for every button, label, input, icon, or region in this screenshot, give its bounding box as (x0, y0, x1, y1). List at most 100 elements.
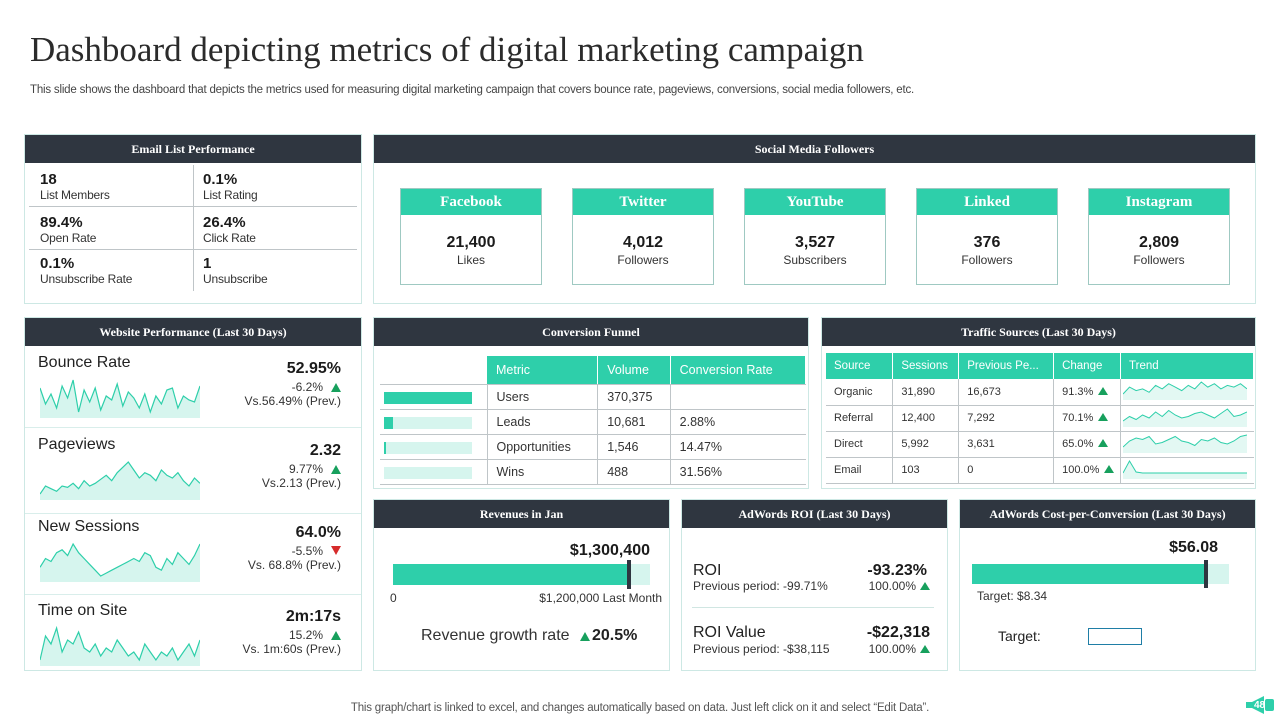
social-card-instagram: Instagram 2,809 Followers (1088, 188, 1230, 285)
social-count: 2,809 (1138, 234, 1180, 251)
revenue-bar (393, 564, 629, 585)
metric-previous: Vs.56.49% (Prev.) (244, 394, 341, 408)
metric-change-text: 9.77% (288, 462, 323, 476)
cell-sessions: 5,992 (892, 431, 960, 458)
roi-percent: 100.00% (869, 642, 930, 656)
funnel-bar-cell (380, 384, 487, 410)
sparkline (40, 379, 200, 418)
cell-sessions: 103 (892, 457, 960, 484)
sparkline-line (40, 542, 200, 577)
revenue-title: Revenues in Jan (374, 500, 669, 528)
social-card-twitter: Twitter 4,012 Followers (572, 188, 714, 285)
table-row: Users 370,375 (380, 384, 806, 410)
email-cell-open-rate: 89.4% Open Rate (40, 214, 96, 245)
metric-name: Time on Site (38, 602, 128, 619)
email-value: 0.1% (203, 171, 238, 188)
adwords-roi-title: AdWords ROI (Last 30 Days) (682, 500, 947, 528)
email-value: 26.4% (203, 214, 246, 231)
trend-up-icon (1098, 439, 1109, 447)
revenue-axis-min: 0 (390, 591, 397, 605)
revenue-growth: Revenue growth rate 20.5% (421, 627, 637, 645)
website-performance-panel: Website Performance (Last 30 Days) Bounc… (24, 317, 362, 671)
sparkline (40, 626, 200, 666)
social-media-title: Social Media Followers (374, 135, 1255, 163)
cell-change-text: 91.3% (1062, 385, 1094, 398)
email-cell-unsubscribe-rate: 0.1% Unsubscribe Rate (40, 255, 132, 286)
cell-sessions: 12,400 (892, 405, 960, 432)
funnel-bar-track (384, 416, 472, 429)
social-network-name: Linked (917, 189, 1057, 215)
trend-sparkline (1122, 434, 1248, 453)
cell-metric: Leads (486, 409, 598, 435)
sparkline-area (1123, 382, 1248, 401)
cell-trend (1120, 457, 1254, 484)
conversion-funnel-title: Conversion Funnel (374, 318, 808, 346)
column-header-sessions: Sessions (892, 353, 960, 379)
social-card-linked: Linked 376 Followers (916, 188, 1058, 285)
email-cell-list-members: 18 List Members (40, 171, 110, 202)
cell-volume: 10,681 (597, 409, 671, 435)
cell-change: 70.1% (1053, 405, 1122, 432)
cell-metric: Wins (486, 459, 598, 485)
metric-value: 2m:17s (285, 608, 341, 625)
email-label: Click Rate (203, 231, 256, 245)
cell-sessions: 31,890 (892, 379, 960, 406)
social-count: 21,400 (446, 234, 496, 251)
social-count-label: Subscribers (783, 253, 847, 267)
trend-up-icon (579, 632, 590, 641)
cell-volume: 1,546 (597, 434, 671, 460)
traffic-sources-title: Traffic Sources (Last 30 Days) (822, 318, 1255, 346)
cell-previous: 3,631 (958, 431, 1055, 458)
table-row: Leads 10,681 2.88% (380, 409, 806, 435)
cell-previous: 7,292 (958, 405, 1055, 432)
cell-rate (669, 384, 806, 410)
metric-change-text: -6.2% (291, 380, 323, 394)
cell-source: Email (826, 457, 894, 484)
revenue-panel: Revenues in Jan $1,300,400 0 $1,200,000 … (373, 499, 670, 671)
funnel-bar-cell (380, 459, 487, 485)
sparkline-line (1122, 381, 1248, 395)
email-list-title: Email List Performance (25, 135, 361, 163)
trend-up-icon (331, 383, 341, 392)
column-header-metric: Metric (487, 356, 599, 385)
table-row: Email 103 0 100.0% (826, 457, 1254, 484)
table-row: Wins 488 31.56% (380, 459, 806, 485)
social-count-label: Likes (456, 253, 485, 267)
conversion-funnel-table: Metric Volume Conversion Rate Users 370,… (380, 356, 807, 485)
roi-previous: Previous period: -$38,115 (693, 642, 830, 656)
metric-previous: Vs. 1m:60s (Prev.) (242, 642, 341, 656)
table-row: Referral 12,400 7,292 70.1% (826, 405, 1254, 432)
cell-trend (1120, 431, 1254, 458)
social-media-panel: Social Media Followers Facebook 21,400 L… (373, 134, 1256, 304)
trend-up-icon (1104, 465, 1115, 473)
revenue-target-label: $1,200,000 Last Month (539, 591, 662, 605)
cpc-target-input[interactable] (1088, 628, 1142, 645)
sparkline-line (40, 379, 200, 414)
cell-metric: Users (486, 384, 598, 410)
social-card-facebook: Facebook 21,400 Likes (400, 188, 542, 285)
roi-name: ROI Value (693, 624, 766, 641)
email-value: 1 (203, 255, 212, 272)
trend-sparkline (1122, 459, 1248, 479)
funnel-bar (384, 416, 393, 429)
cell-source: Organic (826, 379, 894, 406)
trend-up-icon (920, 582, 930, 590)
metric-value: 64.0% (295, 524, 341, 541)
trend-sparkline (1122, 407, 1248, 427)
metric-change-text: -5.5% (291, 544, 323, 558)
conversion-funnel-panel: Conversion Funnel Metric Volume Conversi… (373, 317, 809, 489)
email-label: Open Rate (40, 231, 97, 245)
sparkline-area (1123, 460, 1248, 479)
sparkline-area (40, 544, 200, 582)
email-cell-unsubscribe: 1 Unsubscribe (203, 255, 268, 286)
metric-value: 2.32 (309, 442, 341, 459)
email-label: List Rating (203, 188, 258, 202)
sparkline-line (40, 626, 200, 662)
metric-change: -5.5% (292, 544, 341, 558)
roi-name: ROI (693, 562, 722, 579)
sparkline-line (1122, 434, 1248, 447)
funnel-bar-track (384, 441, 472, 454)
email-value: 18 (40, 171, 57, 188)
email-value: 0.1% (40, 255, 75, 272)
funnel-bar (384, 391, 472, 404)
